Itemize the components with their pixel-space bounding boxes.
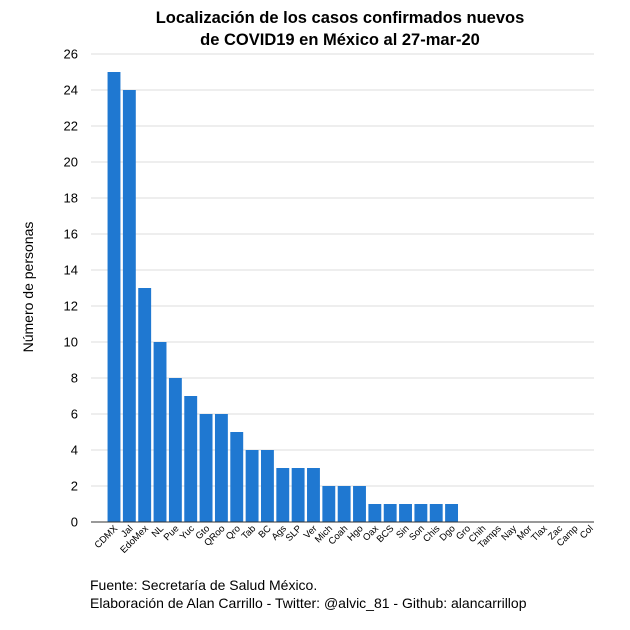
x-tick-label: CDMX (93, 523, 121, 551)
bar-jal (122, 90, 136, 522)
y-tick-label: 10 (64, 335, 78, 350)
bar-sin (399, 504, 412, 522)
y-tick-label: 20 (64, 155, 78, 170)
chart-title-line-1: Localización de los casos confirmados nu… (156, 9, 525, 27)
bar-tab (245, 450, 259, 522)
bar-bcs (383, 504, 397, 522)
x-tick-label: Col (578, 523, 596, 541)
y-tick-label: 0 (71, 515, 78, 530)
y-tick-label: 26 (64, 47, 78, 62)
caption-source: Fuente: Secretaría de Salud México. (90, 577, 318, 593)
bar-dgo (445, 504, 459, 522)
bar-oax (368, 504, 382, 522)
bar-ags (276, 468, 290, 522)
y-tick-label: 12 (64, 299, 78, 314)
x-tick-label: BCS (375, 523, 397, 545)
bar-slp (291, 468, 305, 522)
bar-chis (429, 504, 443, 522)
bar-ver (307, 468, 320, 522)
bar-coah (337, 486, 351, 522)
y-tick-label: 22 (64, 119, 78, 134)
y-tick-label: 16 (64, 227, 78, 242)
y-tick-label: 8 (71, 371, 78, 386)
bar-pue (168, 378, 182, 522)
y-tick-label: 14 (64, 263, 78, 278)
caption-author: Elaboración de Alan Carrillo - Twitter: … (90, 595, 527, 611)
bars (107, 72, 459, 522)
chart-title-line-2: de COVID19 en México al 27-mar-20 (200, 31, 480, 49)
y-axis-title: Número de personas (20, 222, 36, 353)
bar-bc (260, 450, 274, 522)
bar-gto (199, 414, 213, 522)
bar-son (414, 504, 428, 522)
y-tick-label: 18 (64, 191, 78, 206)
bar-nl (153, 342, 167, 522)
x-axis-ticks: CDMXJalEdoMexNLPueYucGtoQRooQroTabBCAgsS… (93, 523, 596, 556)
y-tick-label: 24 (64, 83, 78, 98)
bar-qro (230, 432, 244, 522)
x-tick-label: BC (256, 523, 273, 540)
y-tick-label: 6 (71, 407, 78, 422)
bar-yuc (184, 396, 198, 522)
bar-hgo (353, 486, 366, 522)
bar-edomex (138, 288, 152, 522)
y-tick-label: 4 (71, 443, 78, 458)
bar-cdmx (107, 72, 121, 522)
bar-qroo (214, 414, 228, 522)
bar-mich (322, 486, 336, 522)
y-tick-label: 2 (71, 479, 78, 494)
